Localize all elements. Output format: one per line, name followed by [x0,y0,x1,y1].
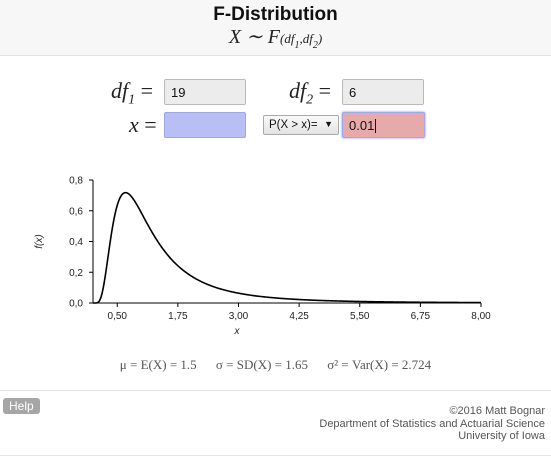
y-tick-label: 0,2 [69,268,83,279]
x-tick-label: 1,75 [168,311,188,322]
text-caret [375,119,377,133]
chevron-down-icon: ▼ [324,119,333,129]
df1-label: df1 = [111,78,153,108]
footer-divider [0,390,551,391]
credit-block: ©2016 Matt Bognar Department of Statisti… [319,405,545,443]
probability-type-value: P(X > x)= [269,119,318,131]
university-text: University of Iowa [458,430,545,442]
x-tick-label: 0,50 [108,311,128,322]
df1-equals: = [140,78,154,103]
x-tick-label: 8,00 [471,311,491,322]
y-axis-label: f(x) [34,234,45,248]
df2-label-sub: 2 [306,92,314,108]
mean-stat: μ = E(X) = 1.5 [119,357,197,372]
x-axis-label: x [234,326,241,337]
density-chart: 0,50 1,75 3,00 4,25 5,50 6,75 8,00 0,0 0,2 0,4 0,6… [34,176,491,338]
distribution-notation: X ∼ F(df1,df2) [0,24,551,51]
page-title: F-Distribution [213,4,338,25]
notation-param: (df [280,31,295,46]
x-input[interactable] [164,112,246,138]
probability-type-select[interactable]: P(X > x)= ▼ [263,115,339,135]
notation-close: ) [317,31,323,46]
notation-sub1: 1 [294,40,300,51]
y-tick-label: 0,4 [69,237,83,248]
df2-label-text: df [289,78,307,103]
sd-stat: σ = SD(X) = 1.65 [215,357,309,372]
chart-ticks: 0,50 1,75 3,00 4,25 5,50 6,75 8,00 0,0 0,2 0,4 0,6… [69,176,491,323]
bottom-divider [0,455,551,456]
x-tick-label: 4,25 [289,311,309,322]
df1-input[interactable]: 19 [164,79,246,105]
notation-main: X ∼ F [228,26,281,48]
notation-sep: ,df [299,31,313,46]
y-tick-label: 0,6 [69,206,83,217]
y-tick-label: 0,0 [69,299,83,310]
variance-stat: σ² = Var(X) = 2.724 [327,357,432,372]
y-tick-label: 0,8 [69,176,83,187]
probability-input[interactable]: 0.01 [342,112,425,138]
department-text: Department of Statistics and Actuarial S… [319,417,545,430]
density-curve [93,191,481,304]
df1-label-sub: 1 [128,92,136,108]
chart-axes [92,180,481,304]
help-button[interactable]: Help [3,398,40,414]
distribution-stats: μ = E(X) = 1.5 σ = SD(X) = 1.65 σ² = Var… [0,357,551,373]
x-tick-label: 5,50 [350,311,370,322]
x-tick-label: 3,00 [229,311,249,322]
x-label: x = [129,112,157,138]
df2-input[interactable]: 6 [342,79,424,105]
notation-sub2: 2 [312,40,318,51]
df1-label-text: df [111,78,129,103]
copyright-text: ©2016 Matt Bognar [449,405,545,417]
x-tick-label: 6,75 [411,311,431,322]
probability-value: 0.01 [349,118,375,133]
x-label-text: x [129,112,139,137]
header: F-Distribution X ∼ F(df1,df2) [0,0,551,56]
x-equals: = [144,112,157,137]
df2-equals: = [318,78,332,103]
df2-label: df2 = [289,78,331,108]
